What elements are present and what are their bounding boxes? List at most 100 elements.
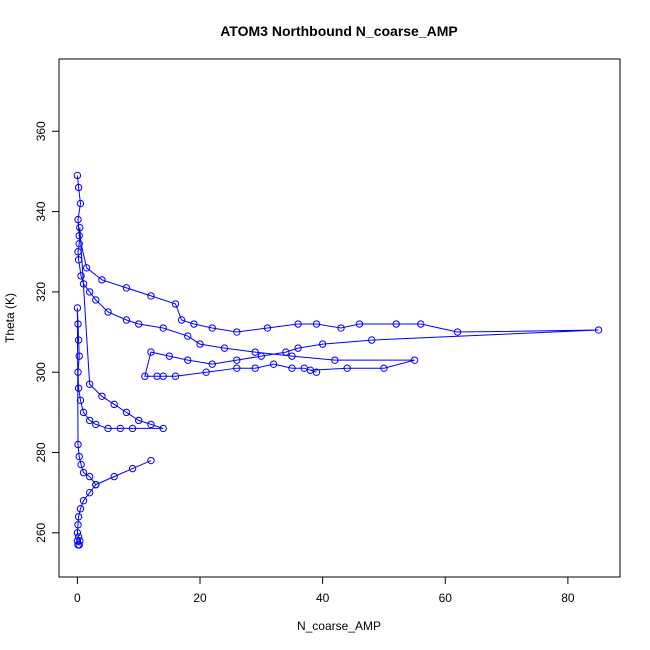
data-point [196, 340, 204, 348]
data-point [74, 541, 82, 549]
data-point [116, 424, 125, 433]
data-point [147, 456, 155, 465]
data-point [380, 364, 388, 372]
y-tick-label-5: 360 [34, 121, 48, 141]
data-point [75, 352, 83, 360]
data-point [79, 497, 88, 505]
data-point [135, 416, 143, 425]
series-layer [73, 171, 603, 549]
data-point [110, 400, 118, 409]
data-point [75, 240, 83, 248]
data-point [79, 280, 88, 288]
data-point [343, 364, 351, 372]
data-point [159, 372, 167, 380]
y-axis: 260 280 300 320 340 360 [34, 121, 60, 543]
data-point [220, 344, 229, 352]
data-point [73, 529, 82, 537]
data-point [177, 316, 186, 324]
data-point [171, 372, 180, 380]
data-point [122, 316, 131, 324]
data-point [147, 420, 155, 429]
data-point [74, 336, 83, 344]
data-point [73, 537, 82, 545]
data-point [85, 416, 94, 425]
data-point [337, 324, 345, 332]
data-point [417, 320, 425, 328]
data-point [73, 171, 82, 180]
data-point [251, 348, 259, 356]
data-point [251, 364, 259, 372]
data-point [128, 424, 137, 433]
data-point [306, 366, 315, 374]
data-point [122, 408, 131, 417]
data-point [73, 304, 82, 312]
data-point [85, 488, 94, 497]
data-point [233, 364, 241, 372]
data-point [74, 215, 82, 224]
data-point [410, 356, 419, 364]
x-tick-label-2: 40 [316, 591, 330, 605]
data-point [208, 324, 216, 332]
y-tick-label-2: 300 [34, 362, 48, 382]
data-point [141, 372, 149, 380]
data-point [74, 256, 83, 264]
data-point [122, 284, 131, 292]
data-point [74, 368, 82, 376]
y-tick-label-0: 260 [34, 522, 48, 542]
data-point [104, 308, 112, 316]
data-point [74, 521, 82, 529]
data-point [269, 360, 278, 368]
data-point [288, 364, 296, 372]
data-point [77, 460, 85, 469]
data-point [184, 332, 192, 340]
data-point [159, 424, 167, 433]
data-point [147, 292, 155, 300]
chart-title: ATOM3 Northbound N_coarse_AMP [220, 23, 458, 39]
data-point [92, 480, 100, 489]
data-point [263, 324, 272, 332]
y-tick-label-4: 340 [34, 201, 48, 221]
y-tick-label-3: 320 [34, 282, 48, 302]
data-point [85, 472, 94, 481]
data-point [294, 320, 302, 328]
data-point [74, 183, 83, 192]
x-axis-label: N_coarse_AMP [297, 619, 381, 633]
data-point [82, 264, 91, 272]
data-point [453, 328, 462, 336]
data-point [171, 300, 180, 308]
data-point [312, 320, 321, 328]
data-point [92, 296, 100, 304]
data-point [202, 368, 210, 376]
x-tick-label-0: 0 [74, 591, 81, 605]
data-point [92, 420, 100, 429]
y-axis-label: Theta (K) [3, 293, 17, 343]
data-point [294, 344, 302, 352]
data-point [233, 356, 241, 364]
data-point [79, 468, 88, 477]
x-tick-label-3: 60 [439, 591, 453, 605]
plot-area [58, 58, 621, 578]
x-tick-label-4: 80 [561, 591, 575, 605]
data-point [74, 513, 83, 521]
data-point [147, 348, 155, 356]
data-point [331, 356, 339, 364]
data-point [233, 328, 241, 336]
data-point [104, 424, 112, 433]
data-point [76, 199, 85, 208]
data-point [208, 360, 216, 368]
data-point [594, 326, 603, 334]
data-point [257, 352, 266, 360]
data-point [76, 396, 85, 405]
data-point [355, 320, 364, 328]
data-point [85, 380, 94, 388]
data-point [392, 320, 400, 328]
x-axis: 0 20 40 60 80 [74, 576, 575, 605]
data-point [190, 320, 198, 328]
data-point [76, 223, 84, 232]
data-point [282, 348, 290, 356]
data-point [98, 276, 106, 284]
data-point [77, 272, 85, 280]
y-tick-label-1: 280 [34, 442, 48, 462]
x-tick-label-1: 20 [193, 591, 207, 605]
